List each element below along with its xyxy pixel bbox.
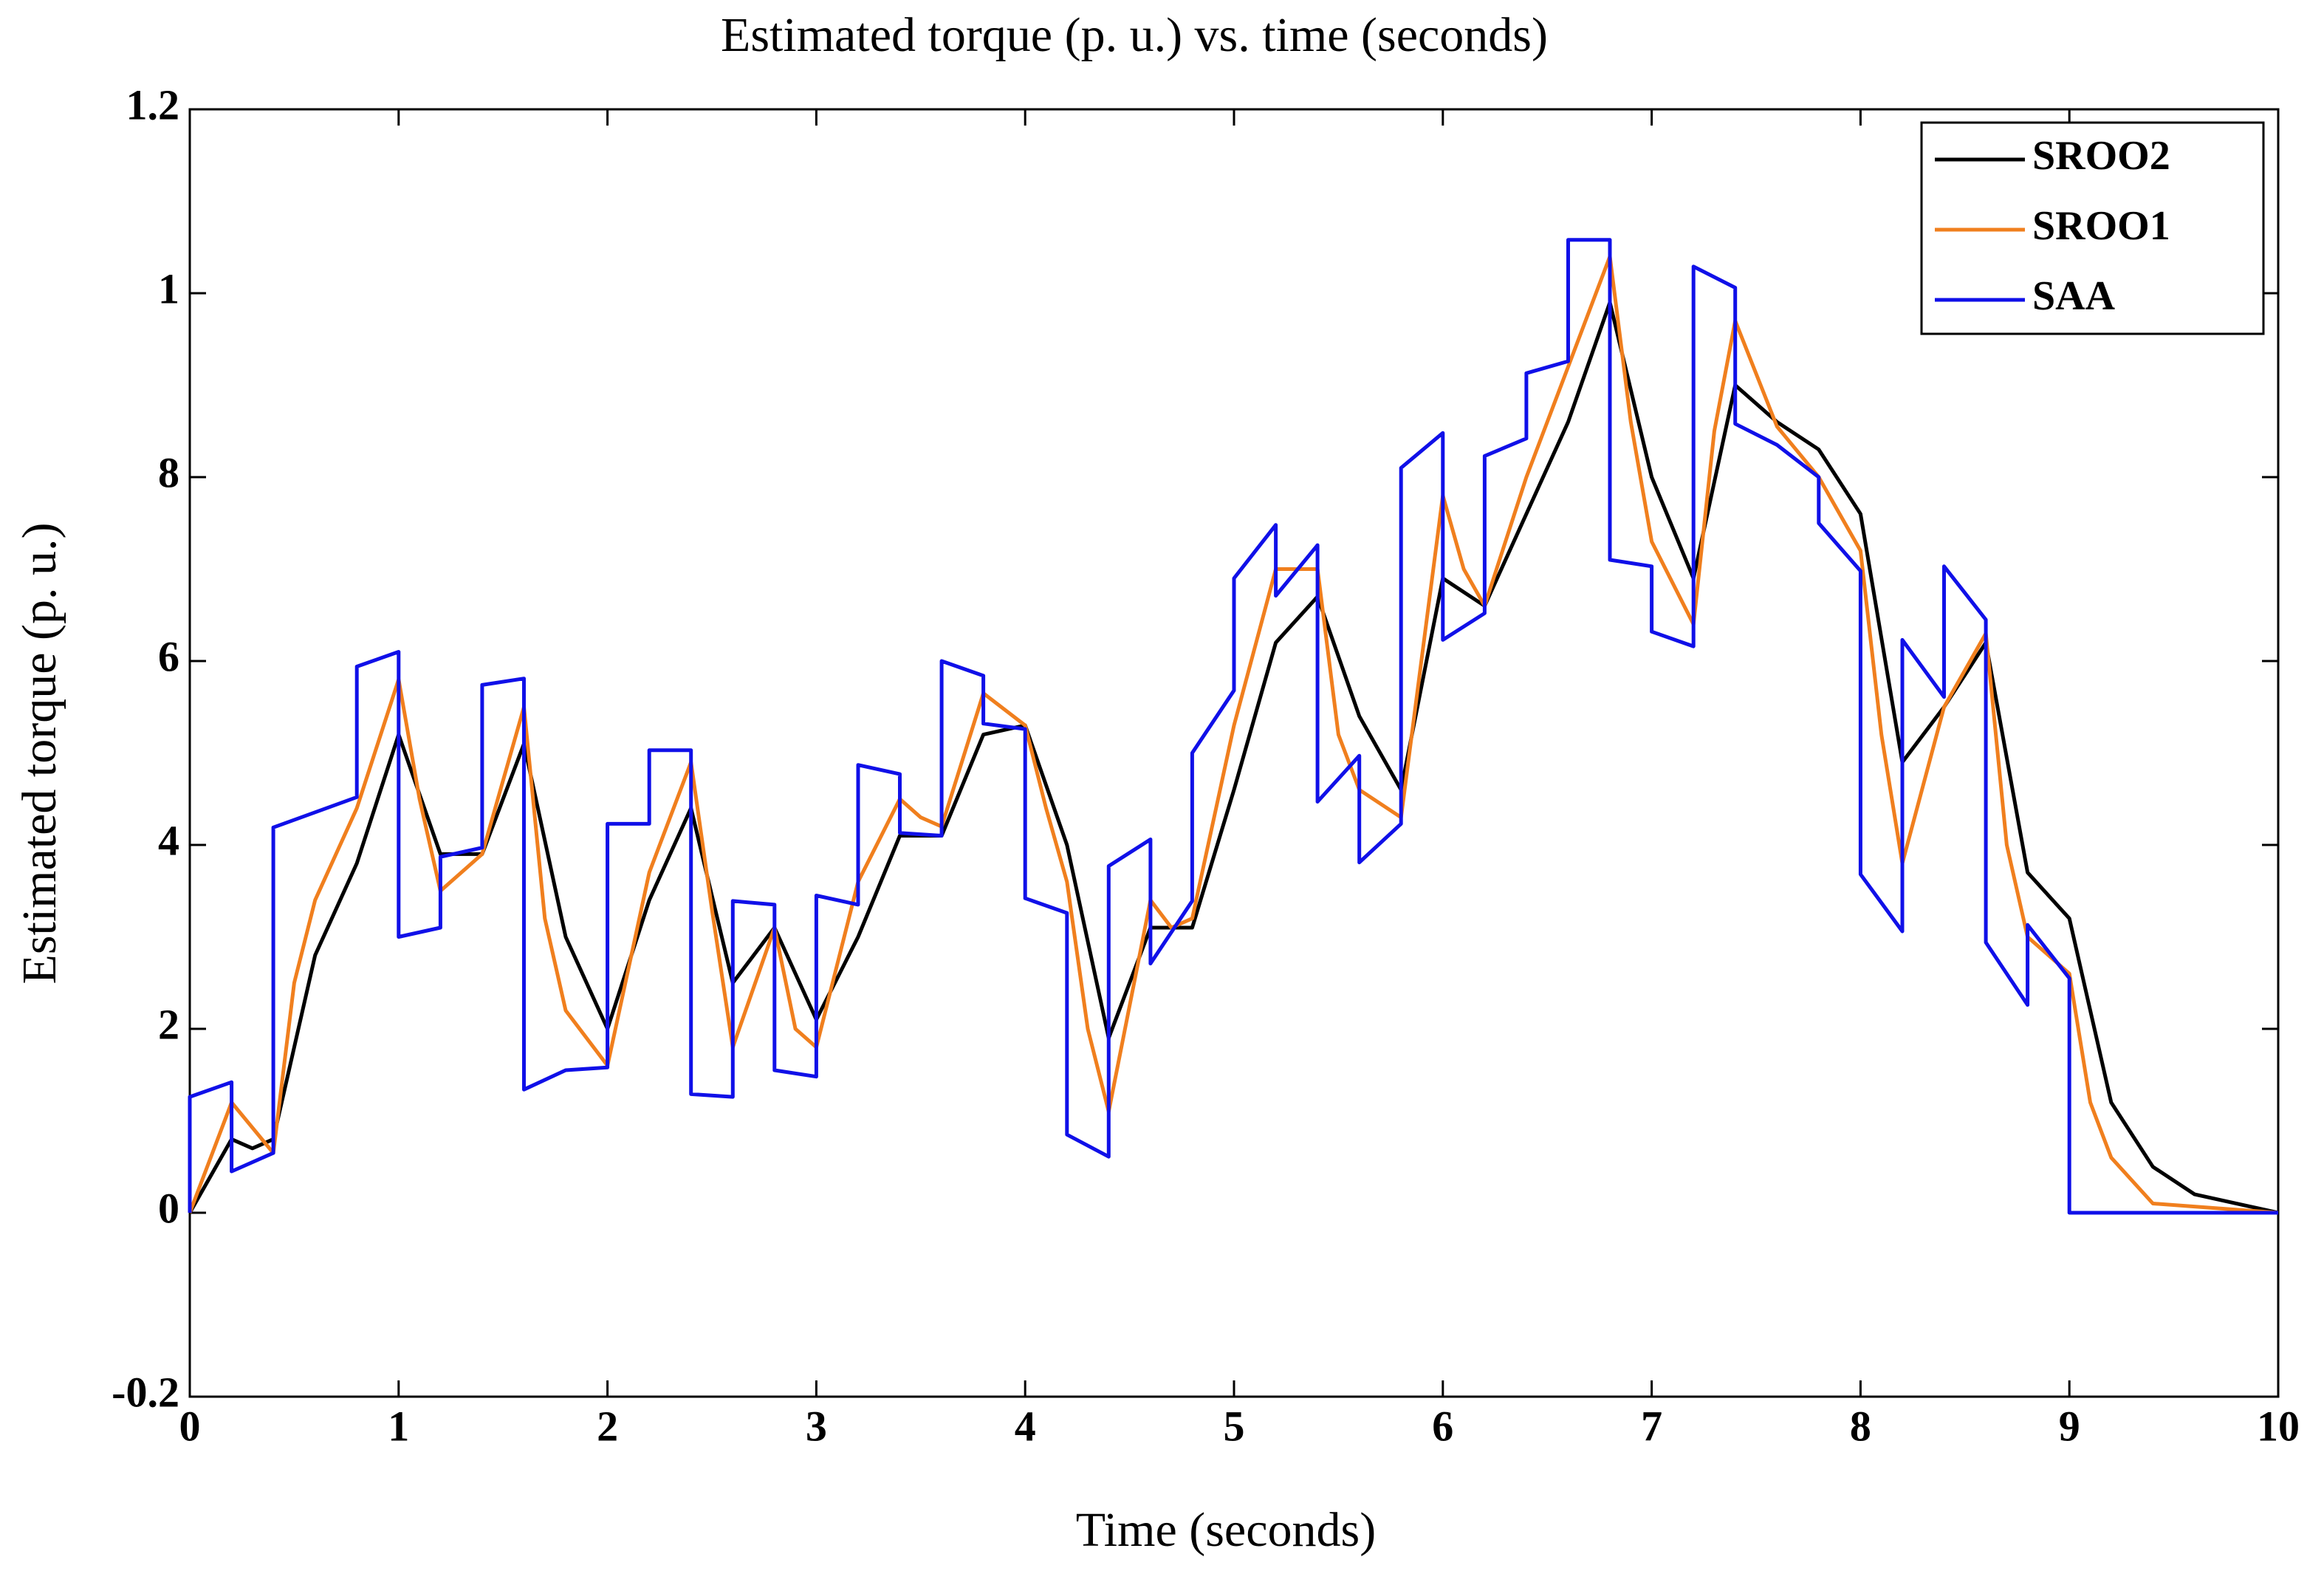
x-tick-label: 2 [597, 1402, 618, 1450]
x-axis-label: Time (seconds) [1076, 1503, 1376, 1557]
x-tick-label: 0 [179, 1402, 201, 1450]
x-tick-label: 9 [2059, 1402, 2080, 1450]
x-tick-label: 10 [2257, 1402, 2300, 1450]
y-tick-label: 2 [158, 1000, 179, 1048]
x-tick-label: 4 [1015, 1402, 1036, 1450]
x-tick-label: 6 [1432, 1402, 1453, 1450]
x-tick-label: 3 [806, 1402, 827, 1450]
y-tick-label: 1 [158, 264, 179, 312]
x-tick-label: 8 [1850, 1402, 1871, 1450]
y-tick-label: 8 [158, 448, 179, 496]
y-tick-label: 1.2 [126, 81, 180, 129]
legend-label: SROO2 [2032, 133, 2170, 179]
legend-label: SROO1 [2032, 203, 2170, 249]
x-tick-label: 5 [1224, 1402, 1245, 1450]
series-line [188, 301, 2279, 1215]
y-tick-label: 4 [158, 816, 179, 864]
x-tick-label: 7 [1641, 1402, 1662, 1450]
series-line [188, 238, 2278, 1215]
x-tick-label: 1 [388, 1402, 409, 1450]
series-line [188, 254, 2279, 1215]
y-tick-label: 0 [158, 1184, 179, 1232]
y-tick-label: 6 [158, 632, 179, 680]
legend-label: SAA [2032, 273, 2116, 319]
y-axis-label: Estimated torque (p. u.) [13, 522, 66, 984]
chart-title: Estimated torque (p. u.) vs. time (secon… [721, 8, 1548, 62]
y-tick-label: -0.2 [112, 1368, 179, 1416]
